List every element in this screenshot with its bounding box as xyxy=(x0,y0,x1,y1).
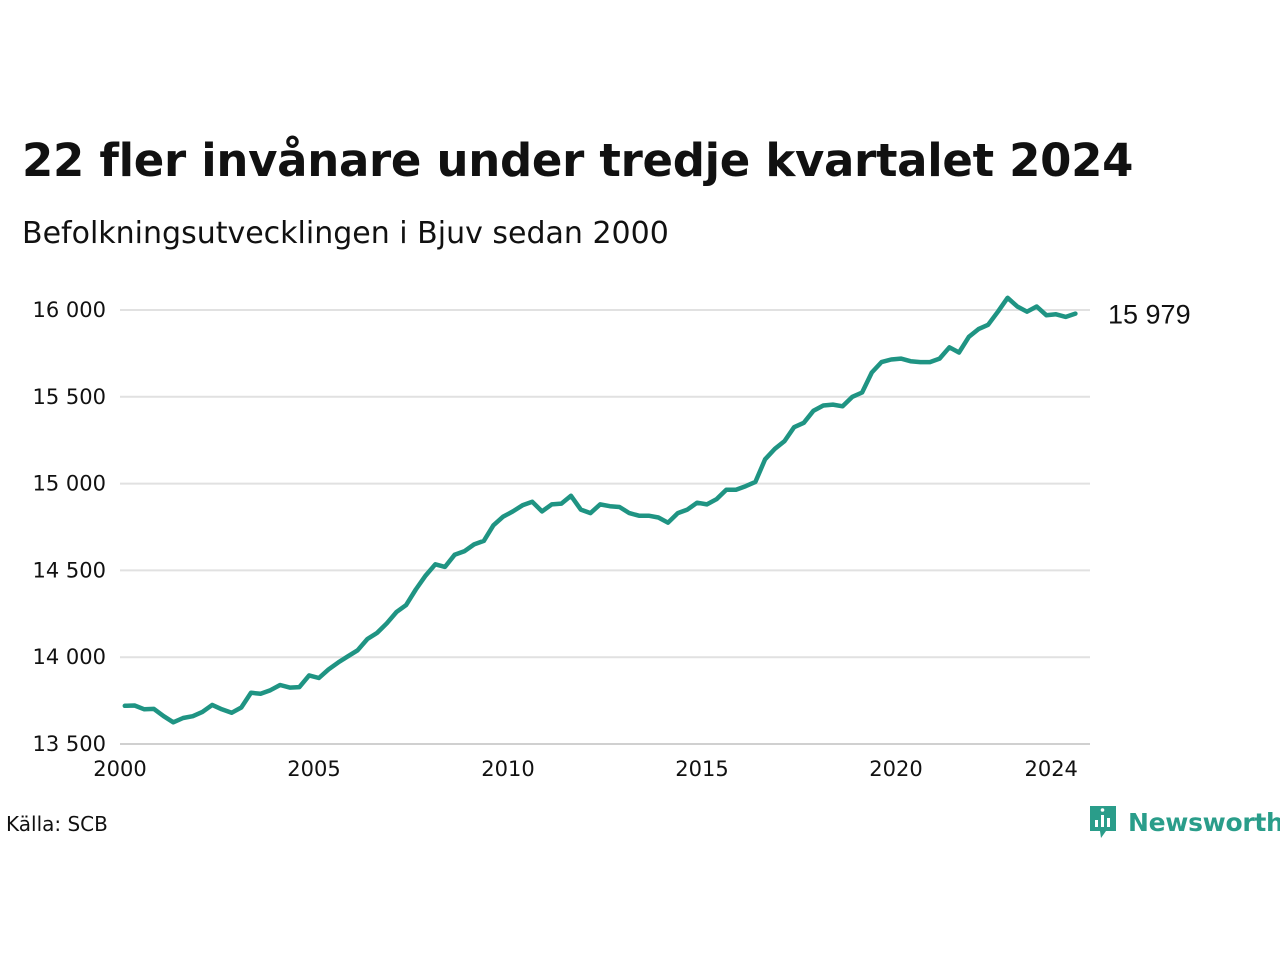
x-tick-label: 2015 xyxy=(675,757,728,781)
brand-name: Newsworthy xyxy=(1128,807,1280,837)
y-tick-label: 16 000 xyxy=(33,298,106,322)
chart-title: 22 fler invånare under tredje kvartalet … xyxy=(22,134,1134,187)
y-tick-label: 15 500 xyxy=(33,385,106,409)
y-tick-label: 13 500 xyxy=(33,732,106,756)
newsworthy-logo-icon xyxy=(1090,806,1116,838)
x-tick-label: 2010 xyxy=(481,757,534,781)
end-labels: 15 979 xyxy=(1108,300,1191,330)
x-tick-label: 2005 xyxy=(287,757,340,781)
series-line xyxy=(122,295,1078,725)
x-axis-ticks: 2000 2005 2010 2015 2020 2024 xyxy=(93,757,1078,781)
brand-logo[interactable]: Newsworthy xyxy=(1088,804,1280,840)
x-tick-label: 2020 xyxy=(869,757,922,781)
y-tick-label: 14 000 xyxy=(33,645,106,669)
x-tick-label: 2000 xyxy=(93,757,146,781)
chart-subtitle: Befolkningsutvecklingen i Bjuv sedan 200… xyxy=(22,216,669,251)
series xyxy=(122,295,1078,725)
y-axis-ticks: 13 500 14 000 14 500 15 000 15 500 16 000 xyxy=(33,298,106,756)
grid-lines xyxy=(120,309,1090,745)
end-value-label: 15 979 xyxy=(1108,300,1191,330)
y-tick-label: 14 500 xyxy=(33,558,106,582)
y-tick-label: 15 000 xyxy=(33,472,106,496)
source-note: Källa: SCB xyxy=(6,812,108,836)
x-tick-label: 2024 xyxy=(1024,757,1077,781)
